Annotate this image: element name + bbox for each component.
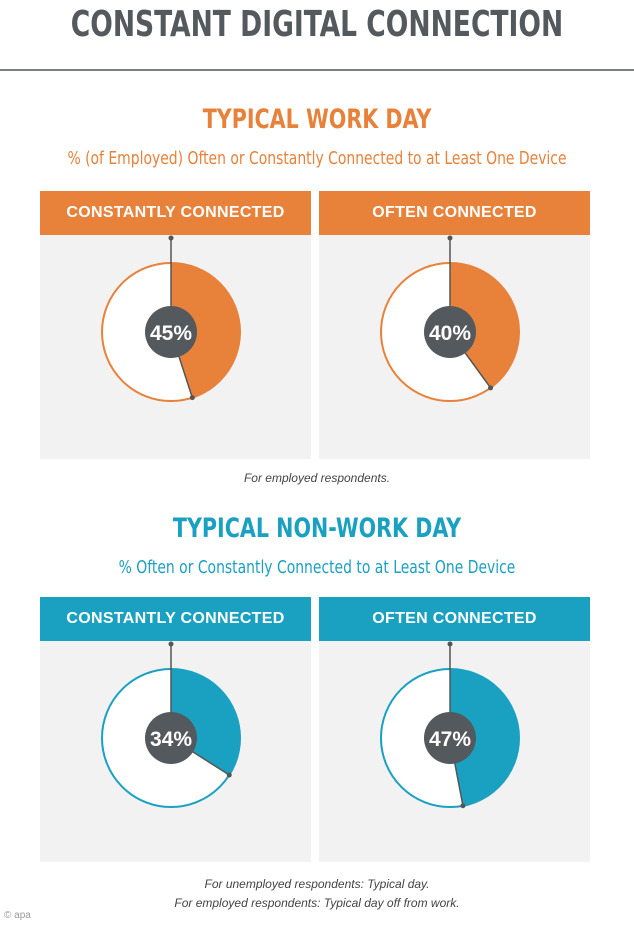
image-credit: © apa xyxy=(4,910,31,921)
pie-chart-nonwork-constantly: 34% xyxy=(101,641,241,808)
section-title-work-day: TYPICAL WORK DAY xyxy=(202,104,432,135)
pie-chart-nonwork-often: 47% xyxy=(380,641,520,809)
section-subtitle-work-day: % (of Employed) Often or Constantly Conn… xyxy=(67,148,567,169)
percent-label: 45% xyxy=(150,322,192,345)
pointer-dot xyxy=(168,641,174,647)
section-subtitle-non-work-day: % Often or Constantly Connected to at Le… xyxy=(118,557,516,578)
chart-panel-nonwork-constantly: CONSTANTLY CONNECTED 34% xyxy=(40,597,311,862)
page-title: CONSTANT DIGITAL CONNECTION xyxy=(70,4,564,45)
pointer-dot xyxy=(168,235,174,241)
pie-slice xyxy=(171,263,240,398)
panel-header: OFTEN CONNECTED xyxy=(319,597,590,641)
panel-header: CONSTANTLY CONNECTED xyxy=(40,597,311,641)
pie-slice xyxy=(450,263,519,388)
pointer-dot xyxy=(447,235,453,241)
pie-chart-work-constantly: 45% xyxy=(101,235,241,402)
percent-label: 47% xyxy=(429,728,471,751)
pointer-dot xyxy=(226,772,232,778)
pointer-dot xyxy=(460,803,466,809)
panel-header: CONSTANTLY CONNECTED xyxy=(40,191,311,235)
footnote: For employed respondents: Typical day of… xyxy=(174,896,460,910)
percent-label: 40% xyxy=(429,322,471,345)
footnote: For employed respondents. xyxy=(243,471,391,485)
percent-label: 34% xyxy=(150,728,192,751)
pointer-dot xyxy=(447,641,453,647)
pie-center xyxy=(145,712,197,764)
panel-header: OFTEN CONNECTED xyxy=(319,191,590,235)
pointer-dot xyxy=(189,395,195,401)
title-divider xyxy=(0,69,634,71)
pointer-dot xyxy=(488,385,494,391)
chart-panel-work-often: OFTEN CONNECTED 40% xyxy=(319,191,590,459)
pie-center xyxy=(145,306,197,358)
pie-chart-work-often: 40% xyxy=(380,235,520,402)
pie-slice xyxy=(450,669,519,806)
pie-center xyxy=(424,712,476,764)
pie-center xyxy=(424,306,476,358)
chart-panel-work-constantly: CONSTANTLY CONNECTED 45% xyxy=(40,191,311,459)
section-title-non-work-day: TYPICAL NON-WORK DAY xyxy=(172,513,462,544)
footnote: For unemployed respondents: Typical day. xyxy=(204,877,430,891)
chart-panel-nonwork-often: OFTEN CONNECTED 47% xyxy=(319,597,590,862)
